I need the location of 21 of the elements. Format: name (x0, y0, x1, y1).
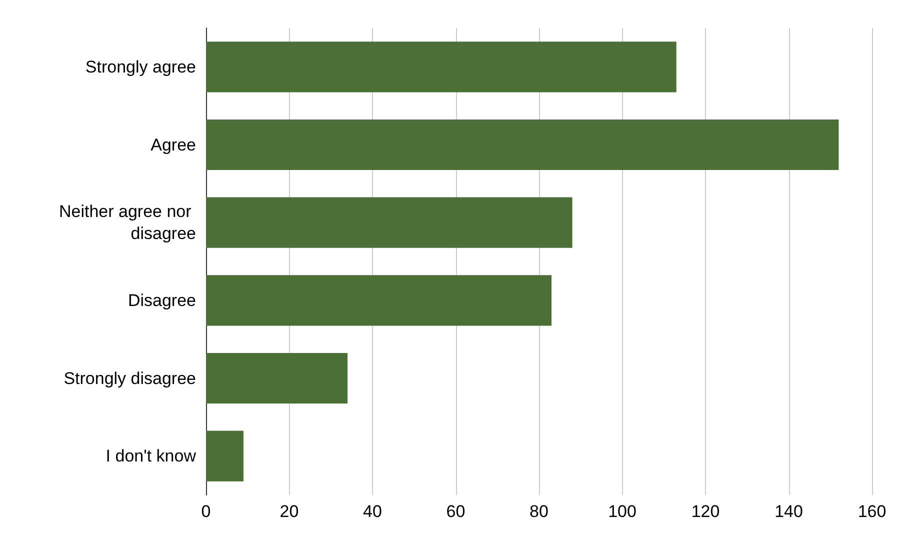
x-tick-label: 40 (363, 502, 382, 521)
bar (206, 42, 676, 92)
x-tick-label: 20 (280, 502, 299, 521)
x-tick-label: 120 (691, 502, 720, 521)
x-tick-label: 0 (201, 502, 211, 521)
bar (206, 197, 572, 248)
bar (206, 352, 348, 404)
bar (206, 430, 244, 482)
bar (206, 275, 552, 326)
y-tick-label: Strongly disagree (64, 368, 196, 388)
x-tick-label: 60 (446, 502, 466, 521)
y-tick-label: I don't know (106, 446, 197, 466)
y-tick-label: Agree (150, 135, 196, 154)
x-tick-label: 100 (608, 502, 636, 521)
x-tick-label: 160 (858, 502, 886, 521)
x-tick-label: 80 (530, 502, 548, 521)
x-tick-label: 140 (774, 502, 803, 521)
y-tick-label: Strongly agree (85, 57, 196, 76)
bar (206, 119, 839, 170)
y-tick-label: Disagree (128, 290, 196, 310)
y-tick-label: Neither agree nor disagree (58, 202, 196, 244)
